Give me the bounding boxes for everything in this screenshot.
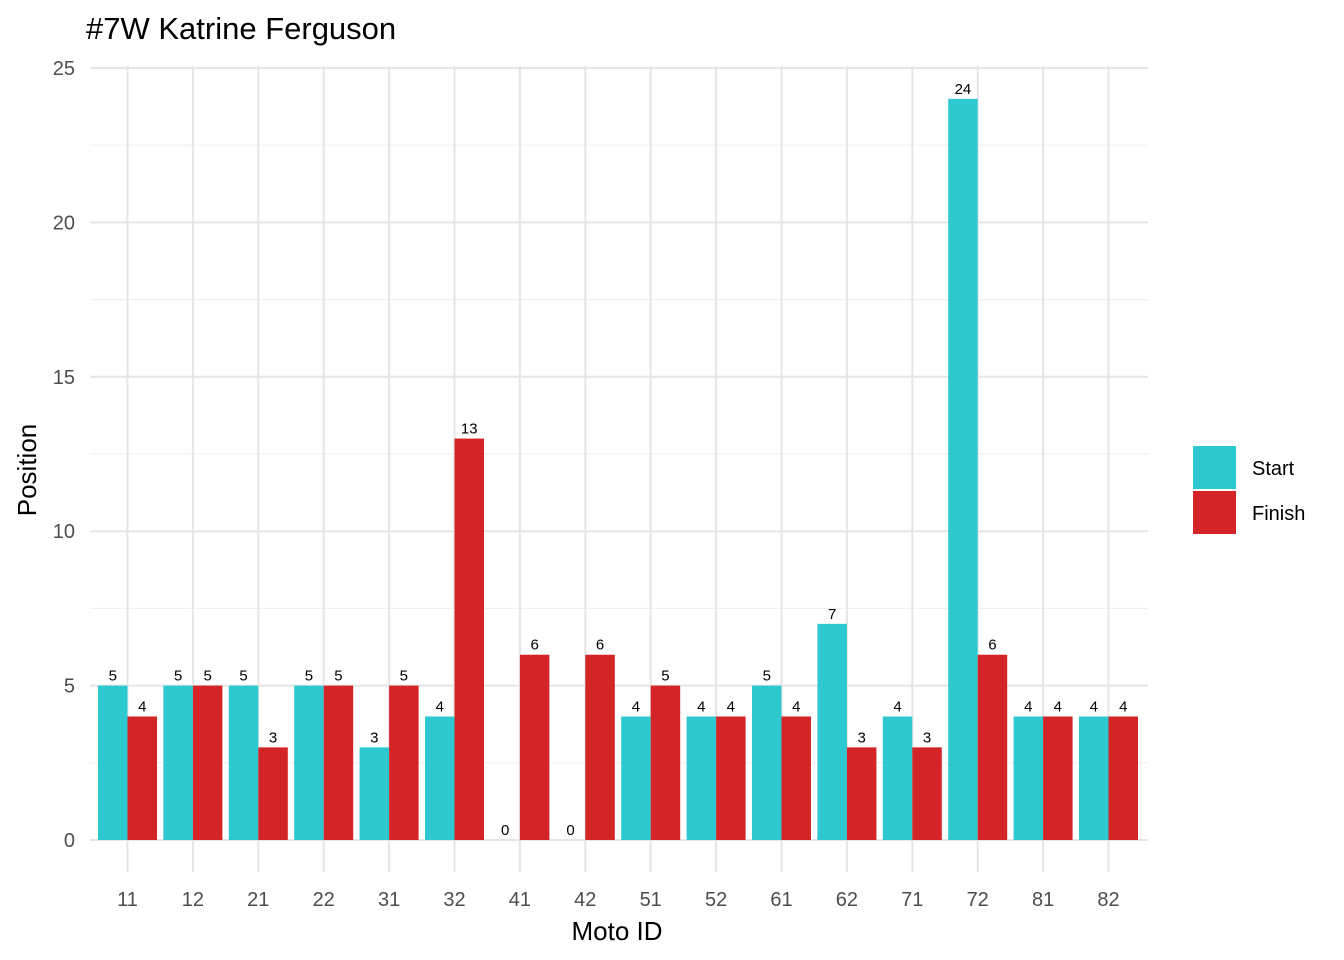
- bar-start-61: [752, 685, 782, 840]
- data-label-finish-51: 5: [661, 668, 669, 685]
- x-tick-label: 82: [1097, 889, 1119, 911]
- y-axis-title: Position: [12, 424, 42, 517]
- x-tick-label: 61: [770, 889, 792, 911]
- y-tick-label: 0: [64, 830, 75, 852]
- x-axis-ticks: 11 12 21 22 31 32 41 42 51 52 61 62 71 72 81 82: [117, 889, 1120, 911]
- bar-finish-42: [585, 654, 615, 840]
- data-label-finish-31: 5: [400, 668, 408, 685]
- bar-finish-12: [192, 685, 223, 840]
- bar-start-11: [98, 685, 128, 840]
- data-label-finish-32: 13: [461, 421, 478, 438]
- y-axis-ticks: 0 5 10 15 20 25: [53, 58, 75, 852]
- data-label-finish-52: 4: [727, 698, 735, 715]
- data-label-start-21: 5: [239, 668, 247, 685]
- legend-label-start: Start: [1252, 458, 1295, 480]
- bar-finish-82: [1108, 716, 1138, 840]
- x-tick-label: 42: [574, 889, 596, 911]
- data-label-start-41: 0: [501, 822, 509, 839]
- data-label-finish-61: 4: [792, 698, 800, 715]
- chart-title: #7W Katrine Ferguson: [86, 11, 396, 46]
- bar-start-72: [948, 98, 978, 840]
- bar-finish-71: [912, 747, 942, 840]
- bar-start-62: [817, 623, 847, 840]
- data-label-finish-71: 3: [923, 729, 931, 746]
- bar-start-82: [1079, 716, 1109, 840]
- bar-start-71: [882, 716, 913, 840]
- bar-start-81: [1013, 716, 1044, 840]
- bar-finish-31: [389, 685, 419, 840]
- bar-finish-61: [781, 716, 811, 840]
- data-label-start-32: 4: [436, 698, 444, 715]
- bar-finish-11: [127, 716, 157, 840]
- data-label-start-81: 4: [1024, 698, 1032, 715]
- x-tick-label: 71: [901, 889, 923, 911]
- data-label-start-62: 7: [828, 606, 836, 623]
- x-tick-label: 32: [443, 889, 465, 911]
- bar-finish-52: [716, 716, 746, 840]
- data-label-start-72: 24: [955, 81, 972, 98]
- bar-finish-22: [323, 685, 354, 840]
- x-tick-label: 41: [509, 889, 531, 911]
- bar-start-21: [228, 685, 259, 840]
- data-label-finish-42: 6: [596, 637, 604, 654]
- data-label-finish-72: 6: [988, 637, 996, 654]
- bar-finish-21: [258, 747, 288, 840]
- x-tick-label: 81: [1032, 889, 1054, 911]
- data-label-start-31: 3: [370, 729, 378, 746]
- x-tick-label: 62: [836, 889, 858, 911]
- y-tick-label: 5: [64, 676, 75, 698]
- legend-label-finish: Finish: [1252, 503, 1305, 525]
- data-label-start-61: 5: [763, 668, 771, 685]
- legend-swatch-finish: [1193, 491, 1236, 534]
- data-label-start-52: 4: [697, 698, 705, 715]
- legend-swatch-start: [1193, 446, 1236, 489]
- data-label-start-71: 4: [893, 698, 901, 715]
- bar-finish-41: [519, 654, 550, 840]
- y-tick-label: 15: [53, 367, 75, 389]
- bar-start-12: [163, 685, 193, 840]
- bar-start-22: [294, 685, 324, 840]
- data-label-start-82: 4: [1090, 698, 1098, 715]
- bars: [98, 98, 1138, 840]
- bar-finish-81: [1043, 716, 1073, 840]
- data-label-finish-11: 4: [138, 698, 146, 715]
- data-label-start-12: 5: [174, 668, 182, 685]
- x-tick-label: 72: [967, 889, 989, 911]
- data-label-finish-81: 4: [1054, 698, 1062, 715]
- x-tick-label: 21: [247, 889, 269, 911]
- x-tick-label: 12: [182, 889, 204, 911]
- data-label-finish-41: 6: [530, 637, 538, 654]
- data-label-start-42: 0: [566, 822, 574, 839]
- bar-finish-32: [454, 438, 484, 840]
- x-tick-label: 52: [705, 889, 727, 911]
- x-tick-label: 22: [313, 889, 335, 911]
- y-tick-label: 20: [53, 212, 75, 234]
- bar-finish-51: [650, 685, 681, 840]
- bar-finish-72: [977, 654, 1008, 840]
- data-label-start-22: 5: [305, 668, 313, 685]
- bar-start-32: [425, 716, 455, 840]
- data-label-start-11: 5: [109, 668, 117, 685]
- bar-start-52: [686, 716, 717, 840]
- data-label-finish-82: 4: [1119, 698, 1127, 715]
- data-label-start-51: 4: [632, 698, 640, 715]
- x-tick-label: 51: [640, 889, 662, 911]
- y-tick-label: 25: [53, 58, 75, 80]
- data-label-finish-22: 5: [334, 668, 342, 685]
- y-tick-label: 10: [53, 521, 75, 543]
- x-tick-label: 11: [117, 889, 138, 911]
- data-label-finish-12: 5: [203, 668, 211, 685]
- data-label-finish-21: 3: [269, 729, 277, 746]
- data-label-finish-62: 3: [857, 729, 865, 746]
- bar-start-31: [359, 747, 390, 840]
- legend: Start Finish: [1193, 446, 1305, 534]
- bar-finish-62: [846, 747, 877, 840]
- x-tick-label: 31: [378, 889, 400, 911]
- bar-start-51: [621, 716, 651, 840]
- x-axis-title: Moto ID: [571, 916, 662, 946]
